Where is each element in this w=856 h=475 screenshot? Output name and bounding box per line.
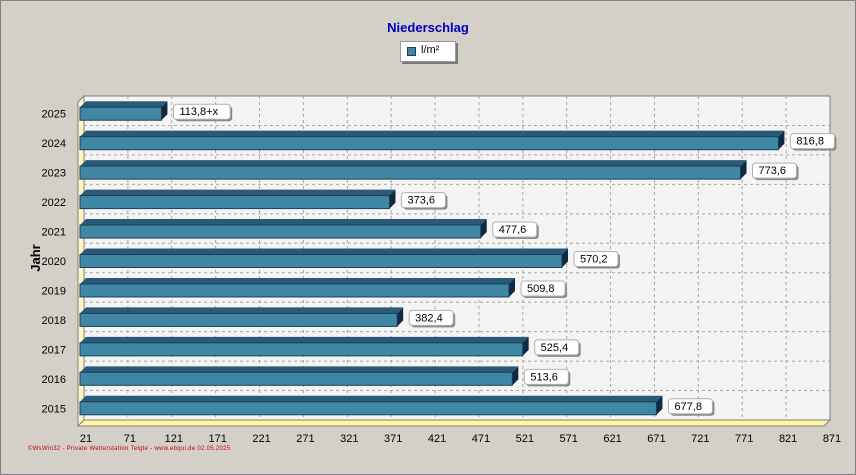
bar-top [80,307,404,314]
bar-side [161,101,168,121]
bar-side [740,160,747,180]
bar-side [522,336,529,356]
data-label-box [172,103,231,120]
data-label-box [408,309,454,326]
y-axis-label: Jahr [28,244,43,271]
data-label-box [492,221,538,238]
data-label: 525,4 [541,342,569,354]
y-tick-label: 2020 [42,256,66,268]
x-tick-label: 871 [823,433,841,445]
bar [79,165,742,180]
footer-copyright: ©WsWin32 - Private Wetterstation Telgte … [28,446,231,452]
bar [79,312,398,327]
x-tick-label: 221 [252,433,270,445]
bar [79,195,390,210]
bar [79,342,524,357]
data-label-box [573,251,619,267]
x-tick-label: 71 [124,433,136,445]
data-label: 477,6 [499,224,527,236]
x-tick-label: 521 [516,433,534,445]
floor [76,419,832,427]
x-tick-label: 821 [779,433,797,445]
legend: l/m² [400,41,456,62]
bar-side [778,130,785,150]
bar-side [389,189,396,209]
data-label-box [400,192,446,209]
x-tick-label: 771 [735,433,753,445]
bar [79,224,482,239]
bar [79,283,510,298]
x-tick-label: 21 [80,433,92,445]
bar-side [562,248,569,268]
bar-top [80,189,396,196]
y-tick-label: 2024 [42,138,66,150]
data-label-box [667,398,713,415]
bar [79,371,513,386]
x-tick-label: 621 [603,433,621,445]
x-tick-label: 121 [165,433,183,445]
bar-side [480,219,487,239]
bar [79,254,563,268]
bar-top [80,336,529,343]
bar-top [80,277,515,284]
data-label-box [520,280,566,297]
data-label: 509,8 [527,283,555,295]
data-label: 373,6 [407,195,435,207]
y-tick-label: 2025 [42,109,66,121]
bar-side [508,277,515,297]
legend-swatch [407,47,416,56]
x-tick-label: 321 [340,433,358,445]
data-label: 113,8+x [179,106,218,118]
bar [79,401,657,416]
data-label: 773,6 [759,165,787,177]
data-label-box [752,162,798,179]
bar-top [80,130,785,137]
y-tick-label: 2018 [42,315,66,327]
legend-label: l/m² [421,44,440,56]
bar-top [80,395,663,402]
bar-side [656,395,663,415]
bar-top [80,248,569,255]
bar-top [80,160,747,167]
bar [79,136,779,151]
y-tick-label: 2017 [42,344,66,356]
bar [79,106,162,121]
data-label-box [534,339,580,356]
x-tick-label: 471 [472,433,490,445]
bar-top [80,101,168,108]
y-tick-label: 2022 [42,197,66,209]
x-tick-label: 571 [560,433,578,445]
bar-top [80,366,519,373]
data-label: 513,6 [530,371,558,383]
x-tick-label: 171 [208,433,226,445]
x-tick-label: 271 [296,433,314,445]
x-tick-label: 721 [691,433,709,445]
y-tick-label: 2021 [42,227,66,239]
data-label: 382,4 [415,312,443,324]
bar-side [397,307,404,327]
x-tick-label: 371 [384,433,402,445]
data-label: 677,8 [674,401,702,413]
bar-top [80,219,487,226]
y-tick-label: 2016 [42,374,66,386]
data-label-box [789,133,835,150]
y-tick-label: 2015 [42,403,66,415]
x-tick-label: 421 [428,433,446,445]
y-tick-label: 2023 [42,168,66,180]
data-label: 816,8 [796,136,824,148]
data-label: 570,2 [580,254,608,266]
y-tick-label: 2019 [42,285,66,297]
x-tick-label: 671 [647,433,665,445]
chart-title: Niederschlag [387,20,469,35]
bar-side [512,366,519,386]
data-label-box [523,368,569,385]
